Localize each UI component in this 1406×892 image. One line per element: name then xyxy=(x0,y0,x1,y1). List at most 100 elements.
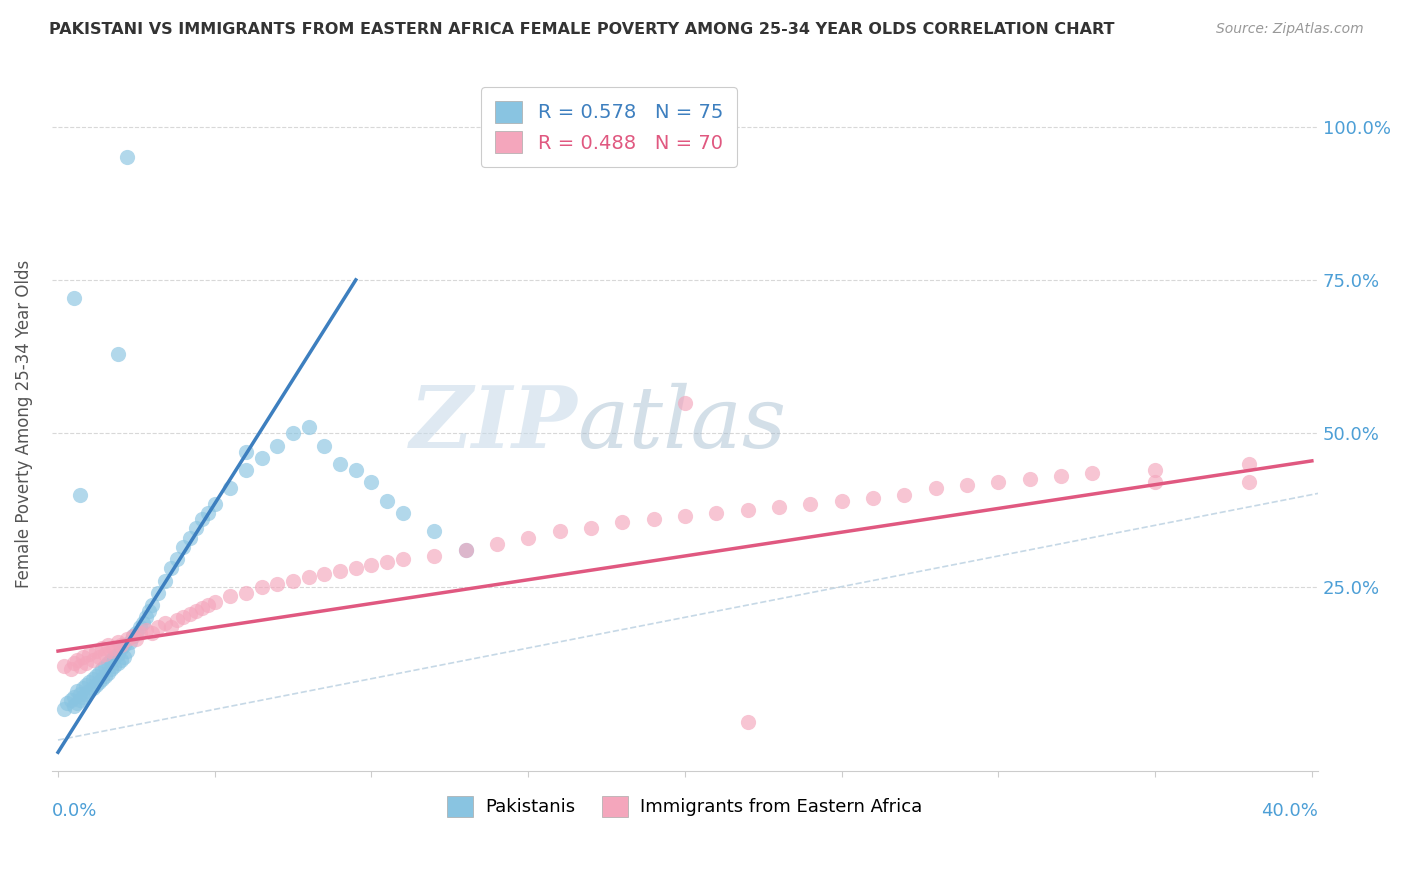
Point xyxy=(128,619,150,633)
Point xyxy=(643,512,665,526)
Point xyxy=(112,638,135,652)
Point xyxy=(100,653,122,667)
Point xyxy=(423,549,446,563)
Point xyxy=(115,150,138,164)
Point xyxy=(94,668,117,682)
Point xyxy=(87,674,110,689)
Point xyxy=(69,659,91,673)
Point xyxy=(112,650,135,665)
Point xyxy=(314,567,336,582)
Point xyxy=(107,635,129,649)
Point xyxy=(1050,469,1073,483)
Point xyxy=(517,531,540,545)
Point xyxy=(799,497,821,511)
Point xyxy=(122,629,145,643)
Point xyxy=(768,500,790,514)
Point xyxy=(375,493,398,508)
Y-axis label: Female Poverty Among 25-34 Year Olds: Female Poverty Among 25-34 Year Olds xyxy=(15,260,32,588)
Point xyxy=(87,650,110,665)
Point xyxy=(148,619,170,633)
Point xyxy=(329,457,352,471)
Point xyxy=(925,482,948,496)
Point xyxy=(831,493,853,508)
Point xyxy=(235,586,257,600)
Point xyxy=(53,659,76,673)
Point xyxy=(69,693,91,707)
Point xyxy=(53,702,76,716)
Point xyxy=(166,552,188,566)
Point xyxy=(128,625,150,640)
Point xyxy=(579,521,602,535)
Point xyxy=(75,657,97,671)
Point xyxy=(314,438,336,452)
Point xyxy=(97,657,120,671)
Point xyxy=(344,463,367,477)
Point xyxy=(84,678,107,692)
Point xyxy=(392,552,415,566)
Point xyxy=(59,663,82,677)
Point xyxy=(100,663,122,677)
Point xyxy=(392,506,415,520)
Point xyxy=(266,576,288,591)
Point xyxy=(107,657,129,671)
Point xyxy=(160,619,183,633)
Text: atlas: atlas xyxy=(578,383,786,466)
Point xyxy=(281,574,304,588)
Point xyxy=(138,604,160,618)
Point xyxy=(298,420,321,434)
Point xyxy=(97,638,120,652)
Point xyxy=(250,580,273,594)
Point xyxy=(166,613,188,627)
Point xyxy=(103,640,125,655)
Point xyxy=(1237,475,1260,490)
Point xyxy=(110,640,132,655)
Point xyxy=(90,663,112,677)
Text: 0.0%: 0.0% xyxy=(52,802,97,820)
Point xyxy=(235,463,257,477)
Point xyxy=(94,647,117,661)
Text: Source: ZipAtlas.com: Source: ZipAtlas.com xyxy=(1216,22,1364,37)
Point xyxy=(107,346,129,360)
Point xyxy=(1081,466,1104,480)
Point xyxy=(115,632,138,646)
Point xyxy=(360,558,382,573)
Point xyxy=(454,542,477,557)
Point xyxy=(103,659,125,673)
Point xyxy=(153,616,176,631)
Point xyxy=(90,672,112,686)
Point xyxy=(191,512,214,526)
Point xyxy=(281,426,304,441)
Point xyxy=(179,607,201,622)
Point xyxy=(84,644,107,658)
Point xyxy=(100,644,122,658)
Point xyxy=(204,497,226,511)
Point xyxy=(204,595,226,609)
Point xyxy=(179,531,201,545)
Point xyxy=(107,647,129,661)
Point xyxy=(148,586,170,600)
Point xyxy=(197,506,219,520)
Point xyxy=(250,450,273,465)
Point xyxy=(344,561,367,575)
Point xyxy=(673,509,696,524)
Point xyxy=(82,653,104,667)
Point xyxy=(125,625,148,640)
Point xyxy=(329,564,352,578)
Point xyxy=(548,524,571,539)
Point xyxy=(360,475,382,490)
Point xyxy=(69,687,91,701)
Point xyxy=(160,561,183,575)
Point xyxy=(893,488,915,502)
Legend: Pakistanis, Immigrants from Eastern Africa: Pakistanis, Immigrants from Eastern Afri… xyxy=(440,789,929,824)
Point xyxy=(62,690,84,704)
Point xyxy=(704,506,727,520)
Point xyxy=(862,491,884,505)
Point xyxy=(97,665,120,680)
Point xyxy=(172,540,194,554)
Point xyxy=(72,690,94,704)
Point xyxy=(266,438,288,452)
Point xyxy=(75,687,97,701)
Point xyxy=(110,638,132,652)
Point xyxy=(1144,475,1167,490)
Point xyxy=(184,604,207,618)
